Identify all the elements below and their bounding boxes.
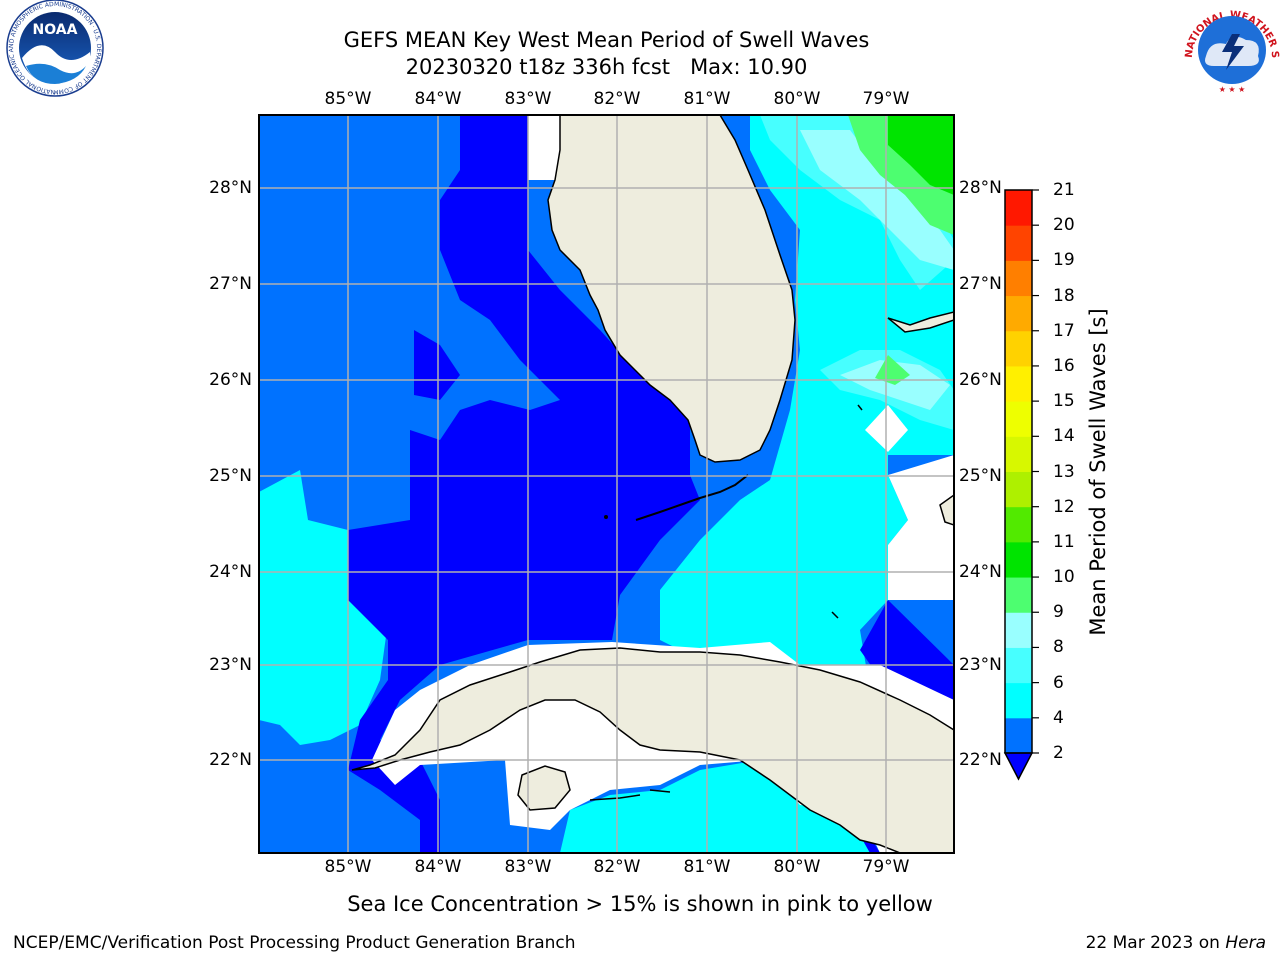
colorbar-band [1005,295,1032,332]
lat-label-left: 24°N [209,562,252,582]
land-andros [939,494,954,526]
lon-label-bottom: 84°W [414,857,462,877]
colorbar-band [1005,506,1032,543]
colorbar-band [1005,436,1032,472]
map-title: GEFS MEAN Key West Mean Period of Swell … [343,28,870,52]
colorbar-band [1005,471,1032,508]
lat-label-right: 23°N [959,655,1002,675]
colorbar-tick-label: 12 [1053,496,1075,517]
colorbar-band [1005,401,1032,437]
svg-text:NATIONAL WEATHER SERVICE: NATIONAL WEATHER SERVICE [0,0,1280,59]
nodata-mask-bahamas-2 [888,455,954,600]
lon-label-bottom: 82°W [593,857,641,877]
colorbar-tick-label: 2 [1053,743,1064,763]
footer-credit: NCEP/EMC/Verification Post Processing Pr… [13,933,576,953]
land-florida [547,115,796,463]
footer-host: Hera [1225,933,1266,953]
lat-label-right: 22°N [959,750,1002,770]
colorbar-tick-label: 11 [1053,531,1075,552]
colorbar-band [1005,541,1032,578]
colorbar-tick-label: 17 [1053,320,1075,341]
lon-label-top: 81°W [683,89,731,109]
swell-contour-2-4-central [348,115,700,853]
land-cuba [351,647,954,853]
footer-date: 22 Mar 2023 on Hera [1086,932,1266,954]
land-isla-de-la-juventud [517,765,571,811]
map-subtitle: 20230320 t18z 336h fcst Max: 10.90 [405,55,808,79]
colorbar-tick-label: 9 [1053,602,1064,623]
colorbar-tick-label: 14 [1053,426,1075,447]
colorbar-band [1005,260,1032,297]
noaa-logo: NATIONAL OCEANIC AND ATMOSPHERIC ADMINIS… [0,0,104,97]
colorbar-band [1005,225,1032,261]
lon-label-top: 80°W [773,89,821,109]
map-panel [259,115,954,853]
svg-text:★ ★ ★: ★ ★ ★ [1219,85,1246,94]
lon-label-bottom: 85°W [324,857,372,877]
colorbar-tick-label: 13 [1053,461,1075,482]
colorbar-band [1005,577,1032,613]
map-grid [259,115,954,853]
colorbar-tick-label: 6 [1053,672,1064,693]
swell-contour-6-8-east [660,115,954,690]
swell-contour-2-4-patch [414,330,460,400]
colorbar-tick-label: 21 [1053,180,1075,200]
swell-contour-6-8-south [560,760,870,853]
land-grand-bahama [887,311,954,333]
colorbar-tick-label: 4 [1053,707,1064,728]
colorbar-tick-label: 18 [1053,285,1075,306]
lat-label-left: 22°N [209,750,252,770]
colorbar-tick-label: 20 [1053,215,1075,236]
lon-label-bottom: 83°W [504,857,552,877]
colorbar-band [1005,717,1032,754]
land-cayos [589,789,671,801]
lon-label-top: 82°W [593,89,641,109]
colorbar-band [1005,190,1032,226]
lat-label-left: 27°N [209,274,252,294]
lat-label-left: 25°N [209,466,252,486]
map-frame [258,114,955,854]
colorbar-band [1005,330,1032,367]
footer-date-text: 22 Mar 2023 on [1085,933,1226,953]
swell-contour-6-8-west [259,470,388,745]
colorbar-tick-label: 15 [1053,391,1075,412]
lon-label-top: 85°W [324,89,372,109]
lat-label-right: 24°N [959,562,1002,582]
lat-label-left: 28°N [209,178,252,198]
swell-contour-8-9 [760,115,954,290]
lon-label-bottom: 79°W [862,857,910,877]
colorbar-label: Mean Period of Swell Waves [s] [1086,308,1110,636]
sea-ice-note: Sea Ice Concentration > 15% is shown in … [347,892,933,916]
lon-label-top: 79°W [862,89,910,109]
lat-label-right: 26°N [959,370,1002,390]
swell-contour-11-12 [888,115,954,195]
nws-logo: NATIONAL WEATHER SERVICE ★ ★ ★ [0,0,1280,96]
colorbar-tick-label: 8 [1053,637,1064,658]
colorbar-extension [1003,752,1034,781]
colorbar-band [1005,682,1032,719]
colorbar [1003,189,1039,781]
nodata-mask-gulf-coast [528,115,560,180]
colorbar-band [1005,612,1032,648]
lon-label-bottom: 80°W [773,857,821,877]
lat-label-right: 28°N [959,178,1002,198]
lon-label-top: 83°W [504,89,552,109]
lon-label-bottom: 81°W [683,857,731,877]
land-florida-keys [635,474,749,521]
swell-contour-9-10 [800,130,954,270]
colorbar-tick-label: 16 [1053,355,1075,376]
colorbar-tick-label: 19 [1053,250,1075,271]
swell-contour-10-11-b [875,355,910,385]
lat-label-right: 27°N [959,274,1002,294]
colorbar-band [1005,647,1032,684]
colorbar-tick-label: 10 [1053,567,1075,588]
lon-label-top: 84°W [414,89,462,109]
lat-label-left: 26°N [209,370,252,390]
svg-text:NOAA: NOAA [33,22,78,38]
land-islet [831,404,863,619]
colorbar-band [1005,365,1032,402]
lat-label-left: 23°N [209,655,252,675]
lat-label-right: 25°N [959,466,1002,486]
